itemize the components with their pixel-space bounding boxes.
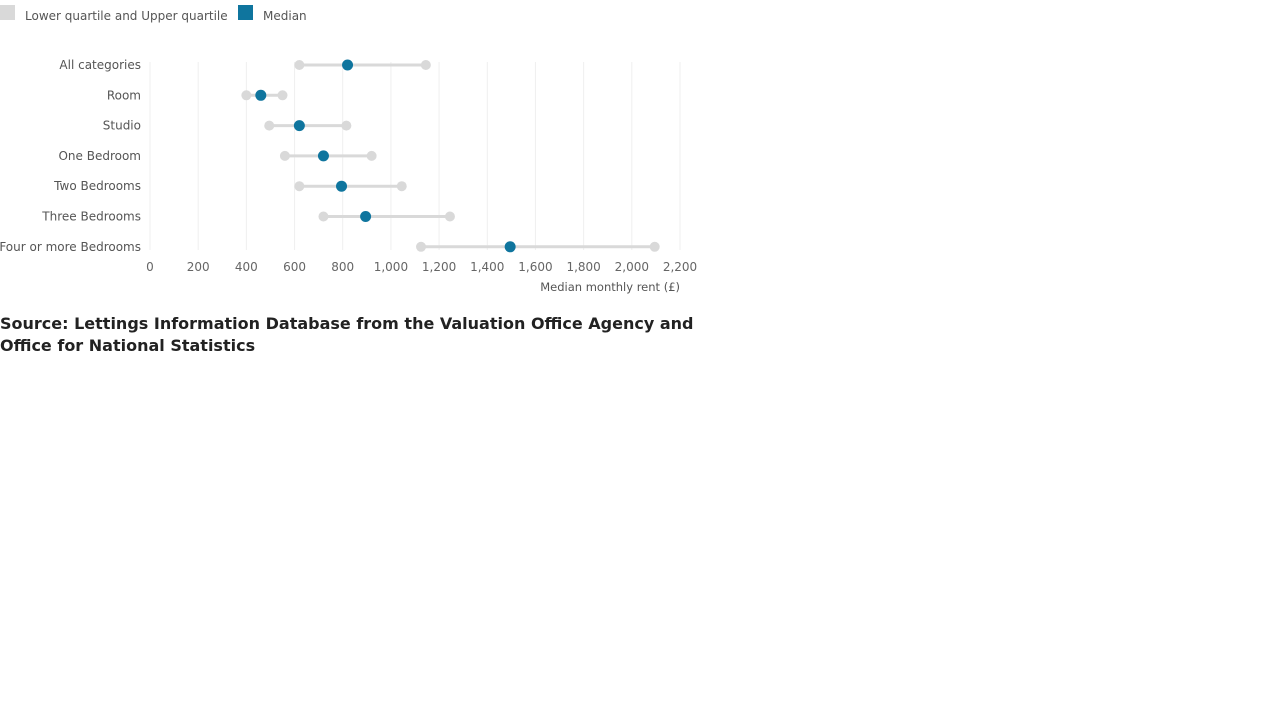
median-dot bbox=[293, 120, 305, 132]
upper-quartile-dot bbox=[366, 150, 377, 161]
x-tick-label: 1,400 bbox=[470, 260, 504, 274]
lower-quartile-dot bbox=[318, 211, 329, 222]
x-tick-label: 2,000 bbox=[615, 260, 649, 274]
upper-quartile-dot bbox=[420, 60, 431, 70]
legend-label-0: Lower quartile and Upper quartile bbox=[25, 9, 228, 23]
category-label: Two Bedrooms bbox=[53, 179, 141, 193]
legend-swatch-1 bbox=[238, 5, 253, 20]
upper-quartile-dot bbox=[649, 241, 660, 252]
x-tick-label: 1,200 bbox=[422, 260, 456, 274]
x-tick-label: 200 bbox=[187, 260, 210, 274]
x-tick-label: 1,000 bbox=[374, 260, 408, 274]
x-tick-label: 600 bbox=[283, 260, 306, 274]
median-dot bbox=[255, 89, 267, 101]
legend-label-1: Median bbox=[263, 9, 307, 23]
category-label: Studio bbox=[103, 119, 141, 133]
x-tick-label: 800 bbox=[331, 260, 354, 274]
category-label: Room bbox=[107, 88, 141, 102]
x-axis-title: Median monthly rent (£) bbox=[540, 280, 680, 294]
category-label: One Bedroom bbox=[58, 149, 141, 163]
upper-quartile-dot bbox=[277, 90, 288, 101]
category-labels: All categories Room Studio One Bedroom Two B… bbox=[0, 58, 141, 254]
lower-quartile-dot bbox=[294, 60, 305, 70]
category-label: Four or more Bedrooms bbox=[0, 240, 141, 254]
x-tick-label: 400 bbox=[235, 260, 258, 274]
lower-quartile-dot bbox=[416, 241, 427, 252]
rent-dot-plot: Lower quartile and Upper quartile Median … bbox=[0, 5, 697, 294]
median-dot bbox=[342, 59, 354, 71]
legend-swatch-0 bbox=[0, 5, 15, 20]
lower-quartile-dot bbox=[279, 150, 290, 161]
x-tick-label: 0 bbox=[146, 260, 154, 274]
x-tick-label: 1,600 bbox=[518, 260, 552, 274]
upper-quartile-dot bbox=[341, 120, 352, 131]
legend: Lower quartile and Upper quartile Median bbox=[0, 5, 307, 23]
upper-quartile-dot bbox=[444, 211, 455, 222]
median-dot bbox=[336, 180, 348, 192]
x-tick-label: 2,200 bbox=[663, 260, 697, 274]
lower-quartile-dot bbox=[264, 120, 275, 131]
lower-quartile-dot bbox=[241, 90, 252, 101]
median-dot bbox=[504, 241, 516, 253]
median-dot bbox=[360, 211, 372, 222]
x-axis: 0 200 400 600 800 1,000 1,200 1,400 1,600 1,800 2,… bbox=[146, 260, 697, 274]
quartile-ranges bbox=[241, 59, 660, 253]
upper-quartile-dot bbox=[396, 181, 407, 192]
lower-quartile-dot bbox=[294, 181, 305, 192]
grid bbox=[149, 62, 681, 250]
median-dot bbox=[317, 150, 329, 162]
category-label: All categories bbox=[59, 58, 141, 72]
category-label: Three Bedrooms bbox=[41, 210, 141, 224]
x-tick-label: 1,800 bbox=[566, 260, 600, 274]
source-note: Source: Lettings Information Database fr… bbox=[0, 314, 694, 355]
